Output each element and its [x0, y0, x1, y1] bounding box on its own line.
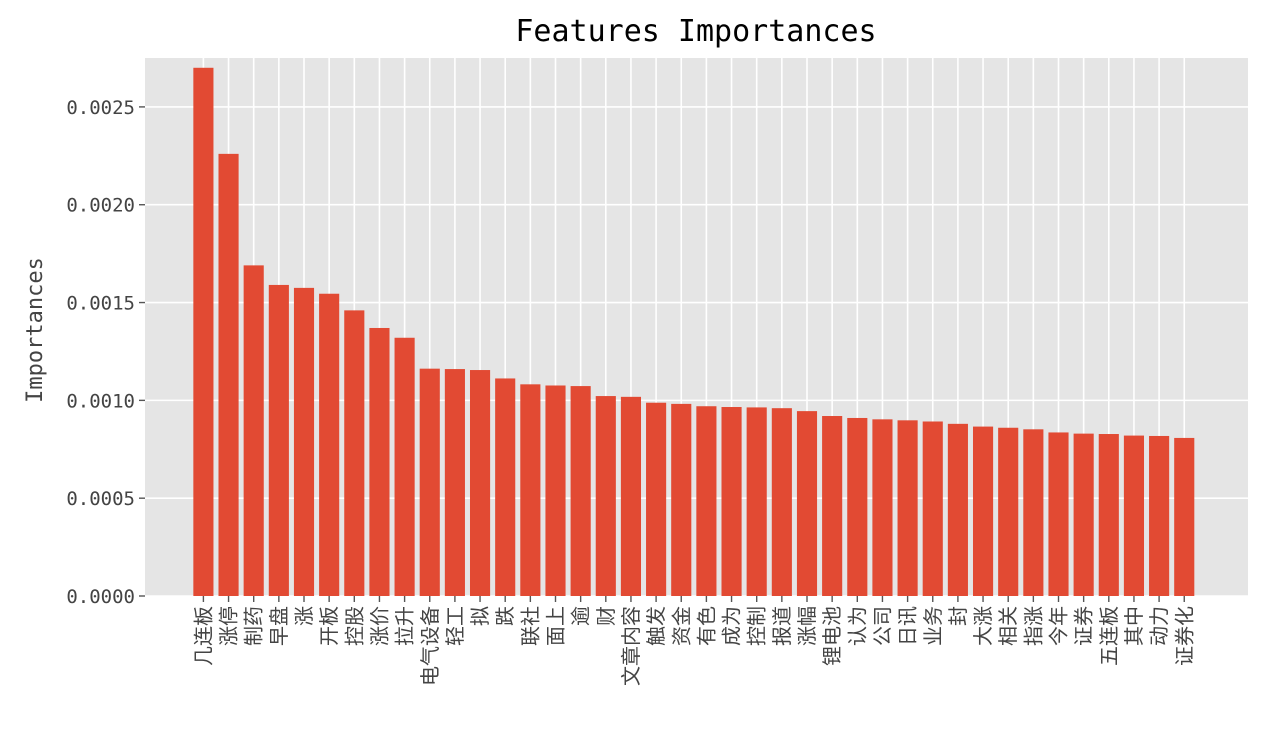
x-tick-label: 制药: [242, 606, 266, 646]
x-tick-label: 日讯: [896, 606, 920, 646]
bar: [1048, 432, 1069, 596]
bar: [872, 419, 893, 596]
bar: [1123, 435, 1145, 596]
x-tick-label: 封: [946, 606, 970, 626]
x-tick-label: 涨停: [217, 606, 241, 646]
x-tick-label: 面上: [544, 606, 568, 646]
x-tick-label: 开板: [317, 606, 341, 646]
x-tick-label: 拟: [468, 606, 492, 626]
x-tick-label: 相关: [996, 606, 1020, 646]
bar: [998, 427, 1019, 596]
bar: [344, 310, 365, 596]
bar: [570, 386, 591, 596]
x-tick-label: 轻工: [443, 606, 467, 646]
bar: [193, 67, 214, 597]
bar: [319, 293, 340, 596]
bar: [671, 403, 692, 596]
x-tick-label: 几连板: [191, 606, 215, 666]
y-axis: 0.0000 0.0005 0.0010 0.0015 0.0020 0.0025: [66, 97, 145, 608]
x-tick-label: 证券: [1072, 606, 1096, 646]
x-tick-label: 涨幅: [795, 606, 819, 646]
bar: [369, 327, 390, 596]
y-tick-label: 0.0020: [66, 195, 135, 217]
bar: [746, 407, 767, 596]
x-tick-label: 控股: [342, 606, 366, 646]
x-tick-label: 其中: [1122, 606, 1146, 646]
bar: [972, 426, 994, 596]
y-tick-label: 0.0010: [66, 390, 135, 412]
x-tick-label: 动力: [1147, 606, 1171, 646]
bar: [469, 370, 491, 596]
x-tick-label: 五连板: [1097, 606, 1121, 666]
x-tick-label: 文章内容: [619, 606, 643, 686]
bar: [796, 411, 818, 596]
x-tick-label: 有色: [694, 606, 718, 646]
bar: [1098, 434, 1119, 596]
bar: [1073, 433, 1094, 596]
bar: [646, 402, 667, 596]
bar: [947, 423, 968, 596]
bar: [1174, 437, 1195, 596]
bar: [243, 265, 264, 596]
bar: [218, 153, 239, 596]
x-tick-label: 认为: [845, 606, 869, 646]
x-tick-label: 公司: [870, 606, 894, 646]
x-tick-label: 涨: [292, 606, 316, 626]
bar: [394, 337, 415, 596]
x-tick-label: 涨价: [367, 606, 391, 646]
bar: [293, 287, 315, 596]
bar: [696, 406, 717, 596]
y-tick-label: 0.0015: [66, 293, 135, 315]
bar: [922, 421, 943, 596]
x-tick-label: 早盘: [267, 606, 291, 646]
x-tick-label: 锂电池: [820, 606, 844, 666]
x-tick-label: 报道: [770, 606, 794, 646]
bar: [495, 378, 516, 596]
x-tick-label: 今年: [1047, 606, 1071, 646]
x-tick-label: 控制: [745, 606, 769, 646]
chart-title: Features Importances: [515, 14, 876, 49]
bar: [520, 384, 541, 596]
x-tick-label: 指涨: [1021, 606, 1045, 646]
x-tick-label: 业务: [921, 606, 945, 646]
x-tick-label: 逾: [569, 606, 593, 626]
bar: [419, 368, 440, 596]
x-tick-label: 拉升: [393, 606, 417, 646]
bar: [721, 407, 742, 596]
bar: [620, 396, 642, 596]
x-tick-label: 资金: [669, 606, 693, 646]
bar: [1023, 429, 1044, 596]
x-tick-label: 触发: [644, 606, 668, 646]
bars-layer: [193, 67, 1195, 597]
y-tick-label: 0.0000: [66, 586, 135, 608]
x-tick-label: 跌: [493, 606, 517, 626]
y-tick-label: 0.0025: [66, 97, 135, 119]
bar: [444, 369, 465, 596]
bar: [268, 284, 289, 596]
x-tick-label: 电气设备: [418, 606, 442, 686]
y-tick-label: 0.0005: [66, 488, 135, 510]
bar: [847, 417, 868, 596]
bar: [545, 385, 566, 596]
x-tick-label: 证券化: [1172, 606, 1196, 666]
x-tick-label: 成为: [720, 606, 744, 646]
y-axis-label: Importances: [23, 257, 48, 403]
x-axis: 几连板 涨停 制药 早盘涨开板 控股 涨价 拉升 电气设备 轻工拟跌联社 面上逾财文章内容 触发 资金…: [191, 596, 1196, 686]
bar: [1149, 435, 1170, 596]
x-tick-label: 大涨: [971, 606, 995, 646]
bar: [595, 396, 616, 596]
bar: [897, 420, 918, 596]
x-tick-label: 财: [594, 606, 618, 626]
x-tick-label: 联社: [518, 606, 542, 646]
bar: [822, 416, 843, 596]
bar: [771, 408, 792, 596]
